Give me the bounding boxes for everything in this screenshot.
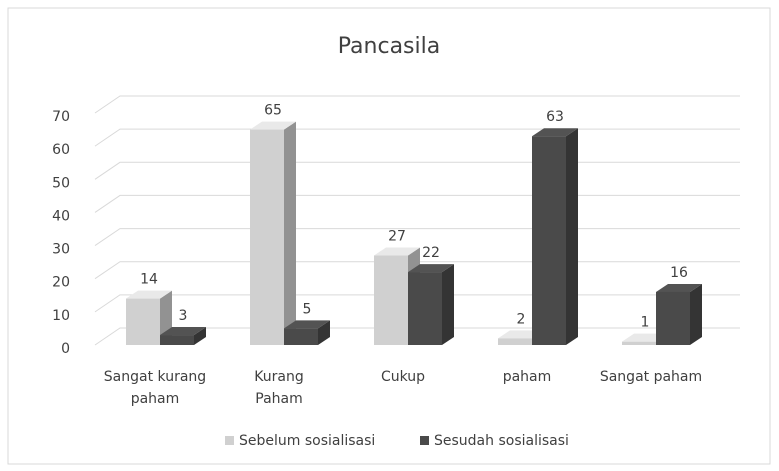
y-tick-label: 40 — [52, 208, 70, 224]
x-tick-label-box: paham — [502, 369, 552, 385]
bar-front — [374, 255, 408, 345]
x-tick-label: Sangat paham — [599, 369, 703, 385]
data-label: 14 — [140, 272, 158, 288]
x-tick-label: Cukup — [380, 369, 426, 385]
bar — [250, 121, 296, 345]
bar — [160, 327, 206, 345]
bar-front — [250, 129, 284, 345]
bar-front — [126, 298, 160, 345]
bar-front — [498, 338, 532, 345]
y-tick-label: 70 — [52, 109, 70, 125]
bar-front — [622, 341, 656, 345]
bar-top — [160, 327, 206, 336]
grid-line — [94, 95, 740, 114]
y-tick-label: 30 — [52, 242, 70, 258]
y-tick-label: 10 — [52, 308, 70, 324]
data-label: 63 — [546, 109, 564, 125]
x-tick-label: Sangat kurang paham — [103, 369, 207, 407]
data-label: 65 — [264, 103, 282, 119]
bar-top — [656, 283, 702, 292]
bar-top — [250, 121, 296, 130]
data-label: 16 — [670, 265, 688, 281]
y-tick-label: 50 — [52, 175, 70, 191]
bar-top — [532, 128, 578, 137]
chart-title: Pancasila — [338, 34, 440, 59]
x-tick-label: Kurang Paham — [254, 369, 304, 407]
bar-front — [408, 272, 442, 345]
data-label: 27 — [388, 229, 406, 245]
x-tick-label: paham — [502, 369, 552, 385]
bar-side — [194, 327, 206, 345]
bar-side — [442, 264, 454, 345]
bar-front — [160, 335, 194, 345]
y-tick-label: 20 — [52, 275, 70, 291]
y-tick-label: 60 — [52, 142, 70, 158]
bar — [284, 320, 330, 345]
x-tick-label-box: Cukup — [380, 369, 426, 385]
data-label: 1 — [641, 315, 650, 331]
bar-top — [374, 247, 420, 256]
x-tick-label-box: Sangat paham — [599, 369, 703, 385]
chart-frame — [7, 7, 771, 465]
data-label: 3 — [179, 308, 188, 324]
legend-label: Sebelum sosialisasi — [239, 433, 375, 449]
bar — [656, 283, 702, 345]
y-tick-label: 0 — [61, 341, 70, 357]
bar-side — [318, 320, 330, 345]
legend-label: Sesudah sosialisasi — [434, 433, 569, 449]
bar-top — [408, 264, 454, 273]
legend-swatch — [420, 436, 429, 445]
bar — [532, 128, 578, 345]
data-label: 2 — [517, 311, 526, 327]
bar-top — [126, 290, 172, 299]
legend-swatch — [225, 436, 234, 445]
bar — [408, 264, 454, 345]
bar-side — [690, 283, 702, 345]
grid-line — [94, 128, 740, 147]
data-label: 5 — [303, 301, 312, 317]
bar-side — [566, 128, 578, 345]
bar-side — [284, 121, 296, 345]
x-tick-label-box: Sangat kurang paham — [103, 369, 207, 407]
x-tick-label-box: Kurang Paham — [254, 369, 304, 407]
data-label: 22 — [422, 245, 440, 261]
bar-front — [656, 291, 690, 345]
bar-front — [532, 136, 566, 345]
bar-front — [284, 328, 318, 345]
bar-top — [284, 320, 330, 329]
